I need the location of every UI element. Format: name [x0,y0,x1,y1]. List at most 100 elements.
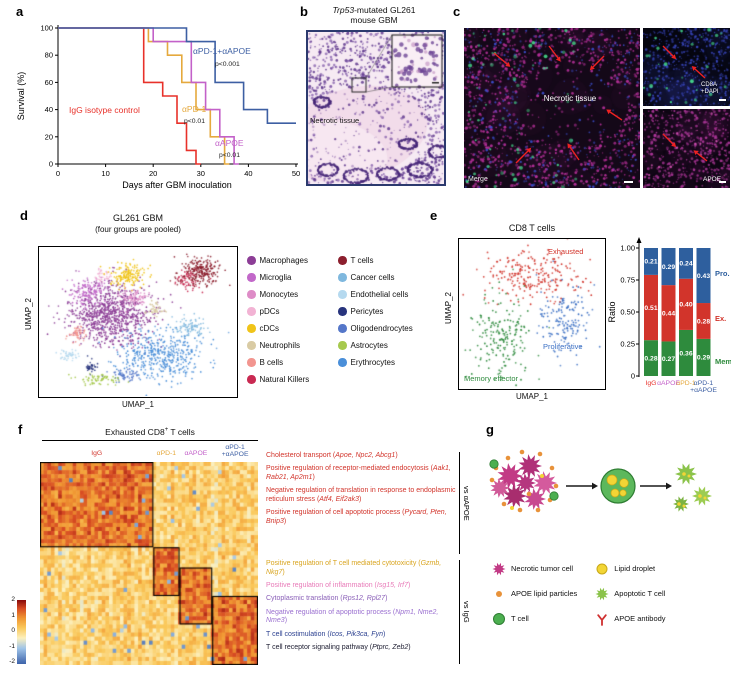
row-group-label-vs-apoe: vs αAPOE [459,452,471,554]
svg-text:p<0.01: p<0.01 [184,118,205,125]
panel-b-title-rest: -mutated GL261 [354,5,416,15]
legend-label: T cells [350,256,374,265]
panel-e-letter: e [430,208,438,223]
colorbar-tick: 0 [11,627,15,634]
pathway-annotation: Cholesterol transport (Apoe, Npc2, Abcg1… [266,452,398,459]
heatmap-title-pre: Exhausted CD8 [105,427,165,437]
pathway-annotation: Positive regulation of cell apoptotic pr… [266,509,447,526]
umap-cd8-box [458,238,606,390]
pathway-annotation: Positive regulation of inflammation (Isg… [266,582,411,590]
legend-swatch [247,358,256,367]
cluster-label-proliferative: Proliferative [543,342,583,351]
cell-type-legend-item: T cells [338,252,413,269]
svg-text:Days after GBM inoculation: Days after GBM inoculation [122,180,232,190]
svg-text:αPD-1: αPD-1 [676,380,696,387]
svg-text:0.40: 0.40 [679,302,692,309]
pathway-annotation: Cytoplasmic translation (Rps12, Rpl27) [266,595,388,603]
schematic [489,449,712,513]
ratio-bar-segment [644,274,658,341]
heatmap-title-post: T cells [168,427,195,437]
ratio-bar-segment [644,248,658,275]
svg-text:Survival (%): Survival (%) [16,72,26,121]
ratio-bar-segment [696,248,711,304]
svg-text:αPD-1+αAPOE: αPD-1+αAPOE [193,46,251,56]
schematic-legend-item: Necrotic tumor cell [492,556,577,581]
svg-text:0: 0 [631,372,635,381]
pathway-annotations-vs-igg: Positive regulation of T cell mediated c… [266,560,456,657]
schematic-legend-label: Apoptotic T cell [614,589,666,598]
legend-swatch [247,256,256,265]
svg-text:20: 20 [45,132,53,141]
umap-cd8-ylabel: UMAP_2 [444,292,453,325]
legend-swatch [338,341,347,350]
ratio-bar-segment [644,340,658,376]
pathway-annotation: Positive regulation of T cell mediated c… [266,560,442,576]
pathway-annotation: Positive regulation of receptor-mediated… [266,465,451,482]
svg-text:αPD-1: αPD-1 [694,380,714,387]
legend-swatch [338,256,347,265]
svg-text:Ex.: Ex. [715,314,726,323]
cluster-label-memory-effector: Memory effector [464,374,519,383]
umap-cd8-canvas [459,239,604,388]
svg-text:Pro.: Pro. [715,269,730,278]
schematic-legend-item: APOE antibody [595,606,666,631]
ratio-bar-segment [679,278,693,330]
svg-text:0: 0 [49,160,53,169]
scalebar [719,181,726,183]
svg-text:0.51: 0.51 [644,305,657,312]
schematic-legend-label: APOE lipid particles [511,589,578,598]
schematic-legend-label: Necrotic tumor cell [511,564,574,573]
legend-swatch [247,324,256,333]
legend-swatch [247,273,256,282]
panel-d-title: GL261 GBM (four groups are pooled) [38,213,238,235]
svg-text:0.36: 0.36 [679,350,692,357]
svg-text:30: 30 [197,169,205,178]
ratio-chart: 0 0.25 0.50 0.75 1.00 Ratio 0.28 0.51 0.21 IgG 0.2… [607,237,731,394]
umap-all-ylabel: UMAP_2 [24,298,33,331]
legend-label: Oligodendrocytes [350,324,413,333]
colorbar-tick: 2 [11,596,15,603]
ratio-bar-segment [661,285,676,342]
heatmap-col-group-label: αPD-1 [156,450,177,457]
svg-text:80: 80 [45,51,53,60]
svg-text:IgG isotype control: IgG isotype control [69,105,140,115]
survival-curve [58,27,239,165]
heatmap-canvas [40,462,258,665]
svg-text:αAPOE: αAPOE [657,380,680,387]
cell-type-legend-item: Monocytes [247,286,309,303]
pathway-annotations-vs-apoe: Cholesterol transport (Apoe, Npc2, Abcg1… [266,452,456,532]
cell-type-legend-item: Natural Killers [247,371,309,388]
pathway-annotation: T cell costimulation (Icos, Pik3ca, Fyn) [266,630,386,638]
schematic-legend-item: Lipid droplet [595,556,665,581]
schematic-legend: Necrotic tumor cell APOE lipid particles T… [492,556,666,631]
svg-text:0.75: 0.75 [620,276,635,285]
ratio-bar-segment [661,248,676,286]
svg-text:0.28: 0.28 [644,355,657,362]
legend-label: Cancer cells [350,273,395,282]
colorbar-tick: 1 [11,611,15,619]
legend-label: cDCs [259,324,280,333]
cell-type-legend-col2: T cells Cancer cells Endothelial cells Peri… [338,252,413,371]
t-cell-icon [493,612,505,625]
merge-image [464,28,640,188]
umap-all-canvas [39,247,236,396]
svg-text:αAPOE: αAPOE [215,138,244,148]
legend-swatch [247,290,256,299]
svg-text:αPD-1: αPD-1 [182,104,207,114]
svg-text:10: 10 [101,169,109,178]
apoe-label: APOE [703,176,722,183]
cell-type-legend-item: cDCs [247,320,309,337]
cell-type-legend-item: Erythrocytes [338,354,413,371]
cell-type-legend-item: Macrophages [247,252,309,269]
legend-label: Microglia [259,273,292,282]
legend-label: Erythrocytes [350,358,395,367]
cell-type-legend-item: Astrocytes [338,337,413,354]
umap-all-xlabel: UMAP_1 [121,400,154,409]
cd8a-label-line2: +DAPI [701,89,719,95]
heatmap-title-sup: + [164,427,169,434]
pathway-annotation: Negative regulation of translation in re… [266,487,456,504]
cluster-label-exhausted: Exhausted [548,247,584,256]
heatmap-col-group-label: αPD-1 +αAPOE [221,444,249,459]
legend-swatch [338,273,347,282]
legend-label: Natural Killers [259,375,310,384]
